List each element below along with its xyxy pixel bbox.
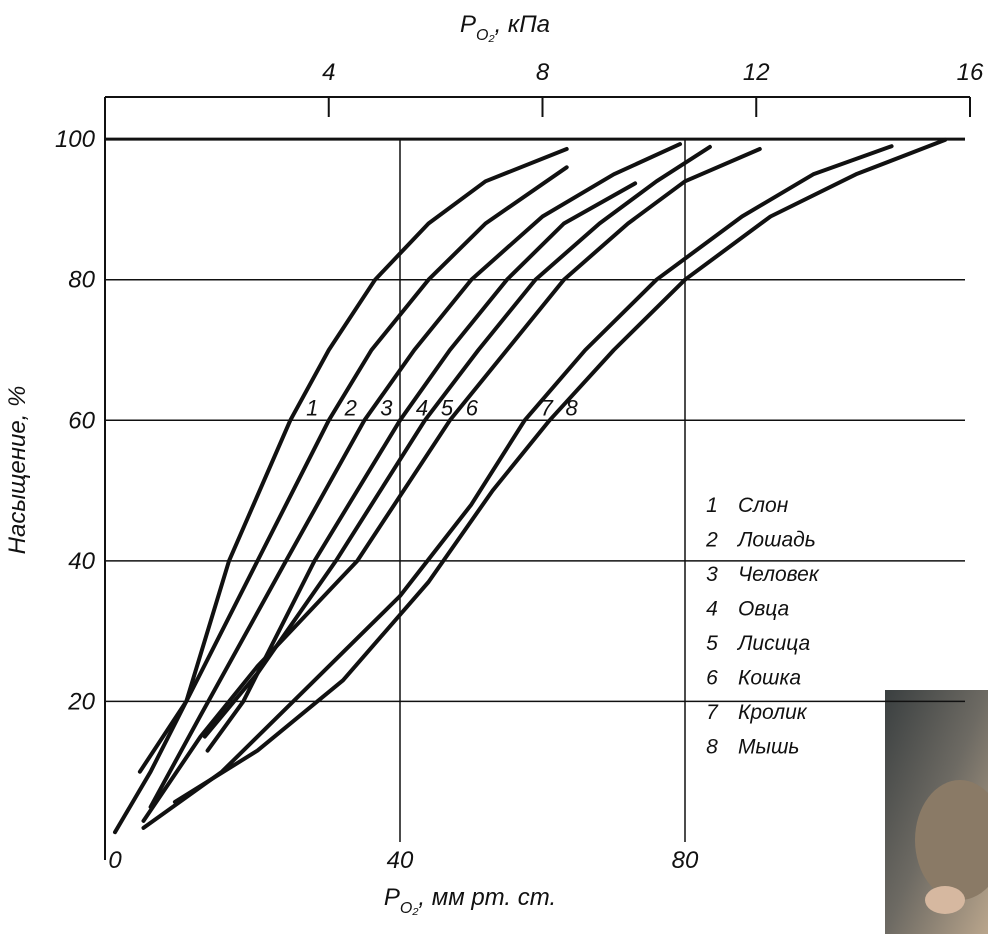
y-tick-label: 20	[67, 688, 95, 715]
legend-number: 5	[706, 632, 718, 655]
legend-entry: Овца	[738, 598, 789, 621]
legend-number: 3	[706, 563, 718, 586]
curve	[115, 149, 567, 832]
legend-entry: Человек	[738, 563, 820, 586]
mouse-photo	[885, 690, 988, 934]
photo-paw	[925, 886, 965, 914]
x-tick-label: 0	[108, 847, 122, 874]
legend-entry: Лошадь	[736, 529, 816, 552]
curve	[140, 167, 567, 771]
legend-entry: Кошка	[738, 667, 801, 690]
curve-label: 1	[306, 395, 318, 420]
x2-tick-label: 16	[957, 59, 984, 86]
x-axis-symbol: P	[384, 884, 400, 911]
y-tick-label: 40	[68, 548, 95, 575]
legend-number: 2	[705, 529, 718, 552]
chart: Насыщение, % PO₂, мм рт. ст. PO₂, кПа 20…	[0, 0, 988, 934]
legend-entry: Мышь	[738, 736, 799, 759]
x2-axis-symbol: P	[460, 11, 476, 38]
x2-axis-title: PO₂, кПа	[460, 11, 550, 44]
legend-entry: Лисица	[736, 632, 810, 655]
curve-label: 8	[566, 395, 579, 420]
x-axis-unit: , мм рт. ст.	[418, 884, 556, 911]
y-tick-label: 80	[68, 267, 95, 294]
legend-number: 4	[706, 598, 718, 621]
legend-number: 6	[706, 667, 718, 690]
legend-number: 7	[706, 701, 719, 724]
y-axis-title: Насыщение, %	[4, 386, 31, 555]
curve	[144, 146, 892, 828]
curve-label: 6	[466, 395, 479, 420]
legend-number: 1	[706, 494, 718, 517]
x-axis-subscript: O₂	[400, 900, 419, 917]
x2-axis-subscript: O₂	[476, 27, 495, 44]
y-tick-label: 100	[55, 126, 96, 153]
x-tick-label: 80	[672, 847, 699, 874]
frame	[105, 97, 970, 860]
legend-number: 8	[706, 736, 718, 759]
curve-label: 2	[344, 395, 357, 420]
x2-axis-unit: , кПа	[495, 11, 550, 38]
curve-label: 3	[380, 395, 393, 420]
legend-entry: Слон	[738, 494, 789, 517]
curve	[144, 149, 760, 821]
x2-tick-label: 8	[536, 59, 550, 86]
x-tick-label: 40	[387, 847, 414, 874]
legend-entry: Кролик	[738, 701, 808, 724]
y-tick-label: 60	[68, 407, 95, 434]
x-axis-title: PO₂, мм рт. ст.	[384, 884, 556, 917]
x2-tick-label: 12	[743, 59, 770, 86]
x2-tick-label: 4	[322, 59, 335, 86]
